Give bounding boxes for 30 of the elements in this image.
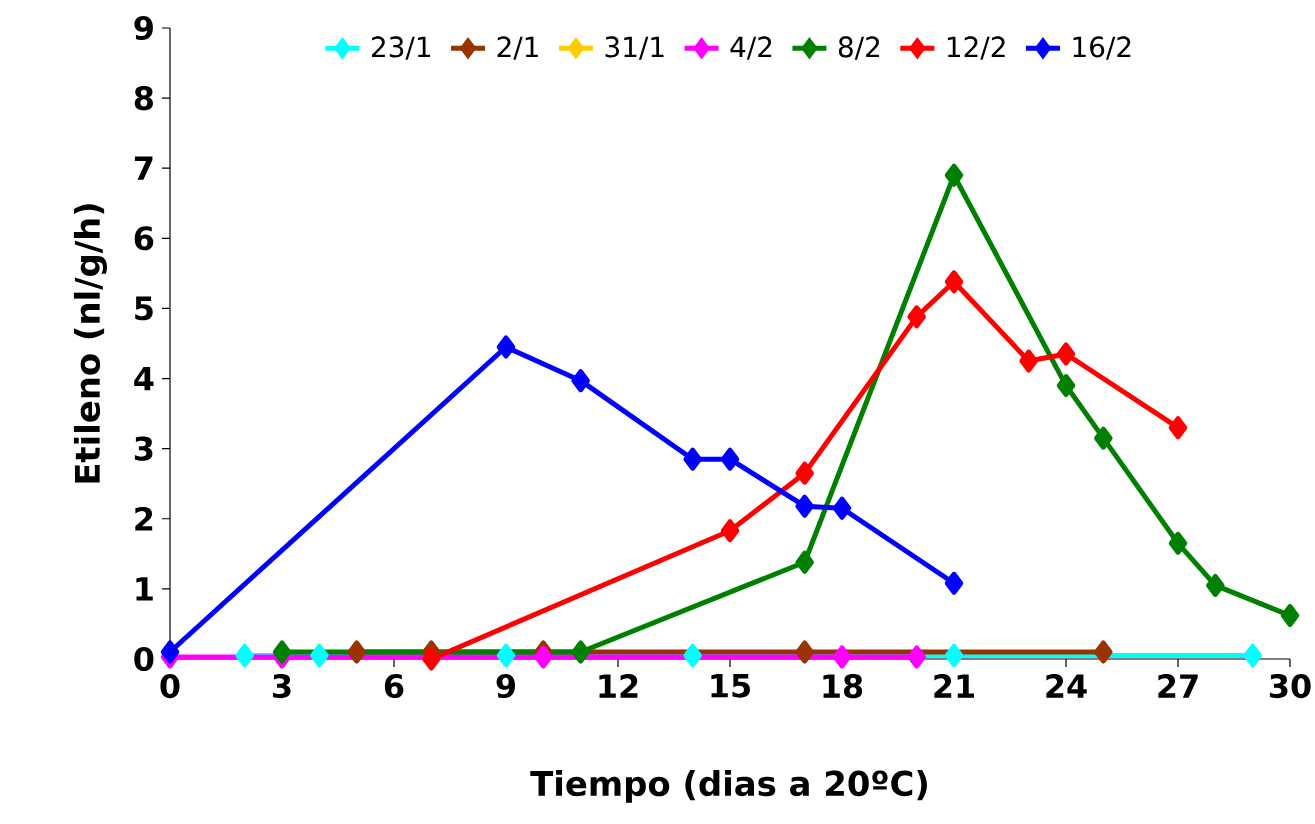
legend-label: 8/2 [838,36,880,60]
x-axis-title: Tiempo (dias a 20ºC) [530,770,927,803]
y-tick-label: 0 [134,646,154,672]
y-tick-label: 2 [135,506,153,531]
y-tick-label: 3 [134,436,153,461]
y-tick-label: 4 [134,366,154,391]
y-tick-label: 6 [134,226,154,251]
legend-label: 4/2 [730,36,772,60]
legend-label: 16/2 [1073,36,1131,60]
x-tick-label: 21 [934,674,974,698]
legend-label: 23/1 [371,36,430,60]
legend-label: 31/1 [605,36,664,60]
x-tick-label: 24 [1046,674,1087,698]
x-tick-label: 0 [160,674,180,699]
y-tick-label: 8 [134,86,153,111]
x-tick-label: 9 [496,674,516,699]
y-axis-title: Etileno (nl/g/h) [73,204,107,483]
x-tick-label: 27 [1158,674,1198,698]
legend-label: 12/2 [947,36,1005,60]
x-tick-label: 6 [384,674,404,699]
x-tick-label: 15 [711,674,750,698]
y-tick-label: 1 [136,577,153,601]
x-tick-label: 30 [1269,674,1311,699]
x-tick-label: 18 [823,674,863,699]
y-tick-label: 9 [134,15,153,41]
legend-label: 2/1 [497,36,538,60]
y-tick-label: 5 [135,296,153,321]
x-tick-label: 3 [273,674,291,699]
y-tick-label: 7 [134,156,153,180]
x-tick-label: 12 [599,674,638,698]
